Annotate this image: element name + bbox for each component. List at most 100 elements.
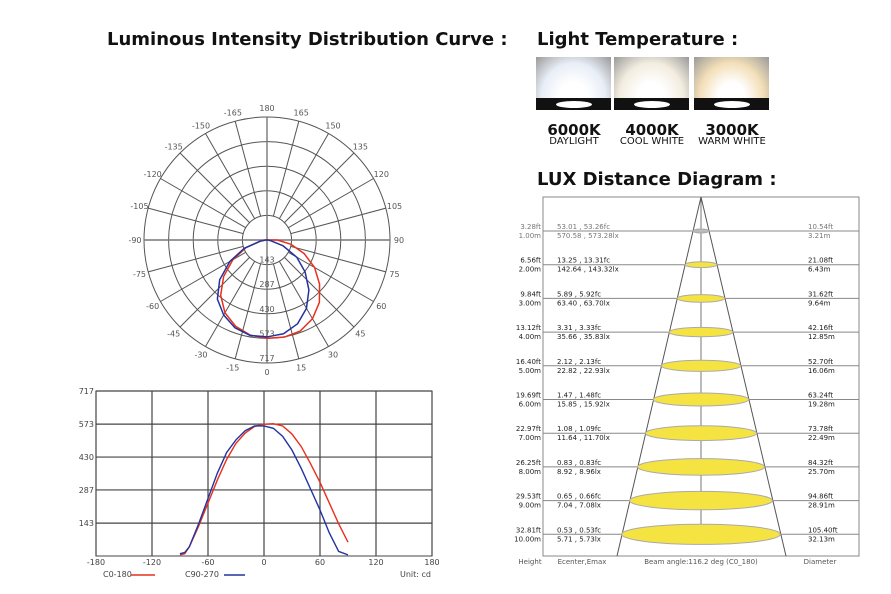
x-tick-label: 120	[368, 558, 383, 567]
height-ft: 13.12ft	[516, 324, 541, 332]
polar-radial-label: 717	[259, 354, 274, 363]
light-spot	[676, 294, 726, 303]
illuminance-fc: 13.25 , 13.31fc	[557, 257, 610, 265]
temperature-title: Light Temperature :	[537, 29, 739, 50]
illuminance-lx: 15.85 , 15.92lx	[557, 401, 610, 409]
illuminance-lx: 7.04 , 7.08lx	[557, 502, 601, 510]
diameter-ft: 21.08ft	[808, 257, 833, 265]
polar-radial-label: 143	[259, 256, 274, 265]
illuminance-fc: 53.01 , 53.26fc	[557, 223, 610, 231]
diameter-m: 16.06m	[808, 367, 835, 375]
illuminance-fc: 0.53 , 0.53fc	[557, 526, 601, 534]
y-tick-label: 143	[79, 519, 94, 528]
polar-spoke	[290, 245, 386, 273]
polar-spoke	[278, 261, 329, 347]
diameter-ft: 105.40ft	[808, 526, 838, 534]
illuminance-lx: 142.64 , 143.32lx	[557, 266, 619, 274]
diameter-m: 12.85m	[808, 333, 835, 341]
polar-radial-label: 430	[259, 305, 274, 314]
height-ft: 26.25ft	[516, 459, 541, 467]
diameter-ft: 31.62ft	[808, 290, 833, 298]
polar-spoke	[179, 152, 250, 223]
polar-angle-label: 120	[374, 170, 389, 179]
height-m: 6.00m	[519, 401, 542, 409]
x-tick-label: 60	[315, 558, 325, 567]
diameter-m: 3.21m	[808, 232, 831, 240]
y-tick-label: 287	[79, 486, 94, 495]
polar-angle-label: -105	[130, 202, 148, 211]
illuminance-fc: 3.31 , 3.33fc	[557, 324, 601, 332]
polar-spoke	[288, 251, 374, 302]
illuminance-fc: 5.89 , 5.92fc	[557, 290, 601, 298]
height-m: 10.00m	[514, 535, 541, 543]
diameter-ft: 73.78ft	[808, 425, 833, 433]
x-tick-label: -180	[87, 558, 105, 567]
diameter-ft: 10.54ft	[808, 223, 833, 231]
light-spot	[621, 523, 781, 545]
illuminance-lx: 35.66 , 35.83lx	[557, 333, 610, 341]
diameter-m: 22.49m	[808, 434, 835, 442]
x-tick-label: -60	[201, 558, 214, 567]
legend-label: C0-180	[103, 570, 132, 579]
diameter-ft: 94.86ft	[808, 493, 833, 501]
temperature-kelvin: 6000K	[547, 121, 601, 139]
height-m: 5.00m	[519, 367, 542, 375]
legend-label: C90-270	[185, 570, 219, 579]
height-m: 7.00m	[519, 434, 542, 442]
light-spot	[660, 359, 742, 372]
polar-spoke	[160, 178, 246, 229]
x-tick-label: 0	[261, 558, 266, 567]
x-tick-label: 180	[424, 558, 439, 567]
polar-angle-label: -150	[192, 122, 210, 131]
height-m: 3.00m	[519, 299, 542, 307]
diameter-m: 6.43m	[808, 266, 831, 274]
height-ft: 29.53ft	[516, 493, 541, 501]
diameter-m: 28.91m	[808, 502, 835, 510]
polar-angle-label: 60	[376, 302, 386, 311]
polar-angle-label: 75	[389, 270, 399, 279]
polar-angle-label: -75	[133, 270, 146, 279]
light-spot	[668, 326, 734, 338]
diameter-column-label: Diameter	[804, 558, 837, 566]
line-series-c90-270	[179, 425, 349, 556]
illuminance-fc: 1.47 , 1.48fc	[557, 392, 601, 400]
light-temperature-swatch	[614, 57, 689, 110]
temperature-name: WARM WHITE	[698, 136, 766, 147]
polar-angle-label: 135	[353, 143, 368, 152]
illuminance-lx: 8.92 , 8.96lx	[557, 468, 601, 476]
y-tick-label: 573	[79, 420, 94, 429]
lux-title: LUX Distance Diagram :	[537, 169, 777, 190]
diameter-ft: 84.32ft	[808, 459, 833, 467]
height-ft: 9.84ft	[520, 290, 541, 298]
polar-curve-c90-270	[216, 239, 310, 338]
luminous-title: Luminous Intensity Distribution Curve :	[107, 29, 508, 50]
light-spot	[644, 425, 758, 442]
illuminance-fc: 2.12 , 2.13fc	[557, 358, 601, 366]
polar-angle-label: -165	[224, 108, 242, 117]
diameter-ft: 52.70ft	[808, 358, 833, 366]
y-tick-label: 430	[79, 453, 94, 462]
polar-angle-label: -90	[128, 236, 141, 245]
polar-radial-label: 573	[259, 329, 274, 338]
illuminance-lx: 63.40 , 63.70lx	[557, 299, 610, 307]
illuminance-fc: 1.08 , 1.09fc	[557, 425, 601, 433]
diameter-m: 9.64m	[808, 299, 831, 307]
illuminance-lx: 570.58 , 573.28lx	[557, 232, 619, 240]
polar-spoke	[278, 133, 329, 219]
polar-angle-label: 165	[294, 108, 309, 117]
polar-angle-label: 0	[264, 368, 269, 377]
polar-angle-label: 15	[296, 364, 306, 373]
polar-angle-label: 45	[355, 329, 365, 338]
height-ft: 16.40ft	[516, 358, 541, 366]
polar-spoke	[272, 263, 300, 359]
polar-angle-label: 30	[328, 350, 338, 359]
polar-angle-label: 150	[325, 122, 340, 131]
illuminance-lx: 11.64 , 11.70lx	[557, 434, 610, 442]
light-spot	[692, 228, 710, 234]
diameter-m: 25.70m	[808, 468, 835, 476]
polar-spoke	[148, 207, 244, 235]
